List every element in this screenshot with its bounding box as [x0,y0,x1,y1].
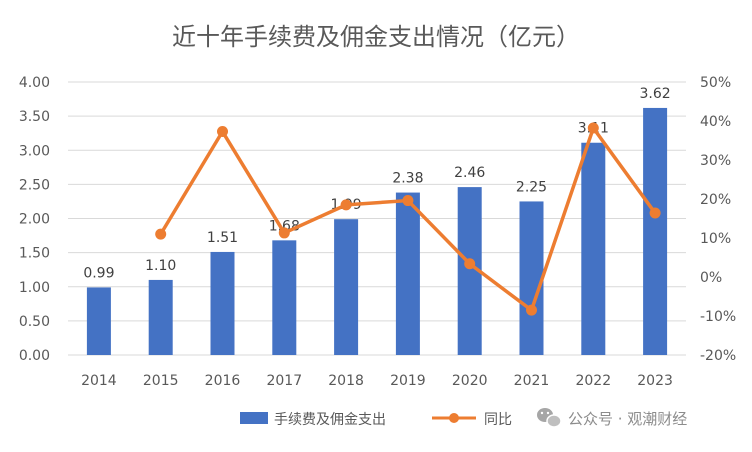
line-point [649,207,661,219]
chart-title: 近十年手续费及佣金支出情况（亿元） [172,23,580,51]
right-tick-label: 30% [700,153,731,169]
x-tick-label: 2018 [328,373,364,389]
bar [210,251,235,355]
left-tick-label: 2.50 [19,177,50,193]
x-tick-label: 2019 [390,373,426,389]
bar [643,107,668,355]
right-tick-label: 10% [700,231,731,247]
legend-line-marker [449,413,459,423]
right-tick-label: 40% [700,114,731,130]
left-tick-label: 1.50 [19,246,50,262]
x-tick-label: 2021 [514,373,550,389]
left-tick-label: 4.00 [19,75,50,91]
bar [334,219,359,355]
left-tick-label: 0.50 [19,314,50,330]
x-tick-label: 2016 [205,373,241,389]
right-tick-label: 50% [700,75,731,91]
bar [519,201,544,355]
bar [395,192,420,355]
line-point [155,228,167,240]
line-series [155,122,661,316]
line-point [402,195,414,207]
legend-bar-swatch [240,412,268,424]
left-tick-label: 0.00 [19,348,50,364]
line-point [464,258,476,270]
left-tick-label: 1.00 [19,280,50,296]
bar-data-label: 1.10 [145,258,176,274]
bar [86,287,111,355]
left-tick-label: 2.00 [19,212,50,228]
x-tick-label: 2015 [143,373,179,389]
right-tick-label: 0% [700,270,722,286]
right-tick-label: -20% [700,348,736,364]
line-point [526,304,537,316]
bar-data-label: 1.51 [207,230,238,246]
left-tick-label: 3.00 [19,143,50,159]
bar-data-label: 2.25 [516,179,547,195]
bar-data-label: 2.38 [392,171,423,187]
right-axis: -20% -10% 0% 10% 20% 30% 40% 50% [700,75,736,364]
bar-series [86,107,668,355]
legend: 手续费及佣金支出 同比 [240,411,512,428]
line-point [340,199,352,211]
bar [272,240,297,355]
line-point [278,227,290,239]
bar-data-label: 3.62 [640,86,671,102]
x-tick-label: 2017 [266,373,302,389]
line-point [587,122,599,134]
right-tick-label: -10% [700,309,736,325]
line-point [217,126,228,138]
x-tick-label: 2014 [81,373,117,389]
watermark: 公众号 · 观潮财经 [537,408,687,428]
left-axis: 0.00 0.50 1.00 1.50 2.00 2.50 3.00 3.50 4.00 [19,75,50,364]
legend-bar-label: 手续费及佣金支出 [274,411,386,428]
left-tick-label: 3.50 [19,109,50,125]
bar [581,142,606,355]
x-axis: 2014 2015 2016 2017 2018 2019 2020 2021 2022 2023 [81,373,673,389]
bar-data-label: 2.46 [454,165,485,181]
right-tick-label: 20% [700,192,731,208]
watermark-text: 公众号 · 观潮财经 [568,410,687,428]
legend-line-label: 同比 [484,412,512,428]
bar [148,279,173,355]
bar-data-label: 0.99 [83,265,114,281]
wechat-icon [537,408,562,428]
x-tick-label: 2022 [575,373,611,389]
x-tick-label: 2020 [452,373,488,389]
x-tick-label: 2023 [637,373,673,389]
